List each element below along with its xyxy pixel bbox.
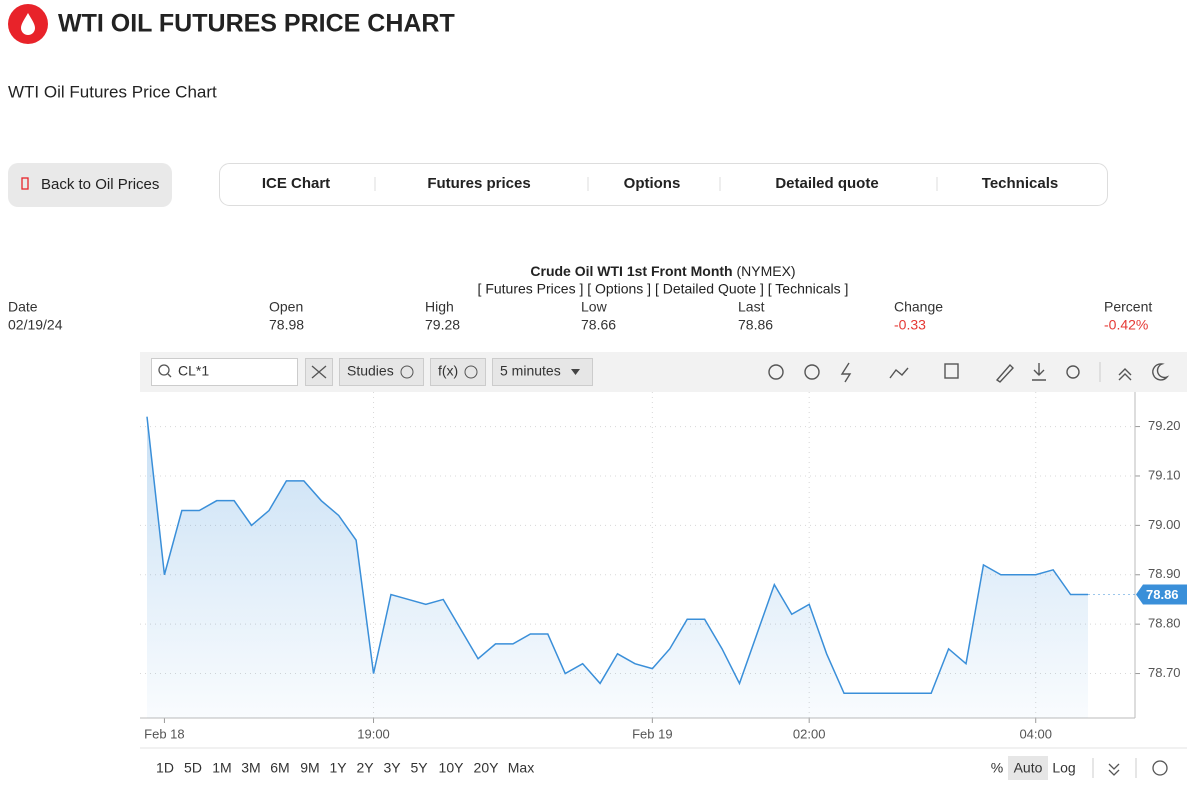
x-tick-label: 04:00 — [1019, 726, 1052, 741]
search-icon — [167, 373, 172, 378]
studies-button[interactable] — [339, 358, 424, 386]
nav-tab[interactable]: Technicals — [982, 175, 1058, 192]
field-value: 02/19/24 — [8, 317, 63, 333]
page-title: WTI OIL FUTURES PRICE CHART — [58, 10, 455, 38]
theme-icon[interactable] — [1152, 363, 1170, 381]
back-label[interactable]: Back to Oil Prices — [41, 176, 159, 193]
field-label: Low — [581, 299, 608, 315]
drop-icon — [21, 13, 35, 35]
scale-option[interactable]: % — [991, 760, 1003, 776]
nav-tab[interactable]: Detailed quote — [775, 175, 878, 192]
y-tick-label: 79.00 — [1148, 517, 1181, 532]
range-button[interactable]: 10Y — [439, 760, 465, 776]
last-price-label: 78.86 — [1146, 587, 1179, 602]
field-value: 78.66 — [581, 317, 616, 333]
compare-icon — [311, 365, 327, 379]
help-icon[interactable] — [1152, 760, 1168, 776]
y-tick-label: 78.80 — [1148, 616, 1181, 631]
field-label: Change — [894, 299, 943, 315]
expand-icon[interactable] — [1108, 763, 1120, 776]
field-label: Date — [8, 299, 38, 315]
toolbar-icons — [768, 362, 1170, 383]
range-button[interactable]: 3M — [241, 760, 260, 776]
flash-icon[interactable] — [840, 362, 852, 383]
search-icon — [158, 364, 170, 376]
field-value: 79.28 — [425, 317, 460, 333]
redo-icon[interactable] — [804, 364, 820, 380]
range-button[interactable]: Max — [508, 760, 534, 776]
y-tick-label: 79.20 — [1148, 418, 1181, 433]
range-button[interactable]: 20Y — [474, 760, 500, 776]
fx-button[interactable] — [430, 358, 486, 386]
nav-tab[interactable]: ICE Chart — [262, 175, 330, 192]
range-button[interactable]: 9M — [300, 760, 319, 776]
range-button[interactable]: 1D — [156, 760, 174, 776]
x-tick-label: Feb 19 — [632, 726, 672, 741]
x-tick-label: 02:00 — [793, 726, 826, 741]
settings-icon[interactable] — [1066, 365, 1080, 379]
x-tick-label: 19:00 — [357, 726, 390, 741]
quote-title: Crude Oil WTI 1st Front Month — [530, 263, 732, 279]
draw-icon[interactable] — [995, 363, 1014, 383]
range-button[interactable]: 3Y — [383, 760, 401, 776]
auto-highlight — [1008, 756, 1048, 780]
scale-option[interactable]: Auto — [1014, 760, 1043, 776]
interval-label[interactable]: 5 minutes — [500, 363, 561, 379]
field-label: Open — [269, 299, 303, 315]
field-value: 78.98 — [269, 317, 304, 333]
last-price-badge — [1136, 584, 1187, 605]
range-button[interactable]: 5D — [184, 760, 202, 776]
range-button[interactable]: 1M — [212, 760, 231, 776]
y-tick-label: 79.10 — [1148, 467, 1181, 482]
nav-tab[interactable]: Options — [624, 175, 681, 192]
range-button[interactable]: 1Y — [329, 760, 347, 776]
download-icon[interactable] — [1032, 363, 1046, 381]
field-value: -0.42% — [1104, 317, 1148, 333]
y-tick-label: 78.90 — [1148, 566, 1181, 581]
field-label: Last — [738, 299, 765, 315]
range-button[interactable]: 2Y — [356, 760, 374, 776]
price-line — [146, 416, 1088, 695]
page-subtitle: WTI Oil Futures Price Chart — [8, 82, 217, 101]
scale-option[interactable]: Log — [1052, 760, 1075, 776]
back-button[interactable] — [8, 163, 172, 207]
undo-icon[interactable] — [768, 364, 784, 380]
range-button[interactable]: 6M — [270, 760, 289, 776]
x-tick-label: Feb 18 — [144, 726, 184, 741]
quote-heading: Crude Oil WTI 1st Front Month (NYMEX) — [530, 263, 795, 279]
field-value: -0.33 — [894, 317, 926, 333]
chart-type-icon[interactable] — [889, 367, 909, 379]
back-icon — [21, 177, 29, 190]
field-label: Percent — [1104, 299, 1152, 315]
quote-links[interactable]: [ Futures Prices ] [ Options ] [ Detaile… — [478, 281, 849, 297]
collapse-icon[interactable] — [1118, 368, 1132, 381]
plus-icon — [400, 365, 414, 379]
layout-icon[interactable] — [944, 363, 959, 379]
tab-bar — [219, 163, 1108, 206]
fx-label[interactable]: f(x) — [438, 363, 458, 379]
y-tick-label: 78.70 — [1148, 665, 1181, 680]
field-label: High — [425, 299, 454, 315]
chart: 78.70 78.80 78.90 79.00 79.10 79.20 Feb 18 19:0… — [140, 392, 1187, 741]
field-value: 78.86 — [738, 317, 773, 333]
caret — [571, 369, 580, 375]
nav-tab[interactable]: Futures prices — [427, 175, 530, 192]
symbol-input[interactable] — [151, 358, 298, 386]
plus-icon — [464, 365, 478, 379]
range-button[interactable]: 5Y — [410, 760, 428, 776]
symbol-text[interactable]: CL*1 — [178, 363, 209, 379]
area-fill — [147, 416, 1088, 718]
studies-label[interactable]: Studies — [347, 363, 394, 379]
quote-exchange: (NYMEX) — [736, 263, 795, 279]
